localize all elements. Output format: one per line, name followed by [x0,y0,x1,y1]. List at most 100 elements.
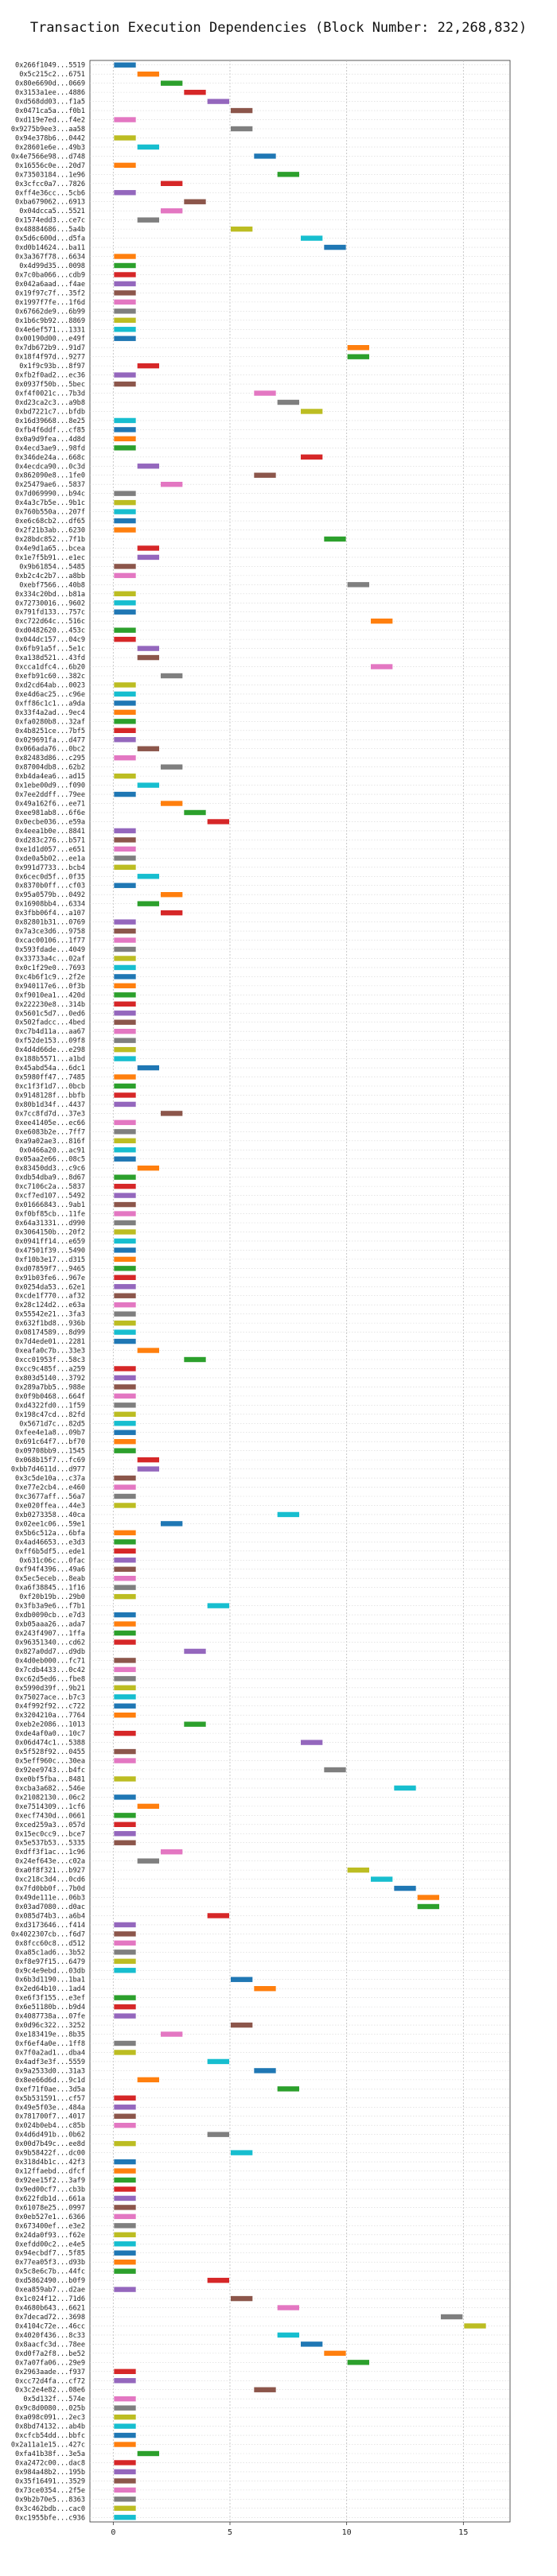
y-tick-label: 0x4104c72e...46cc [15,2322,85,2330]
y-tick-label: 0xdb54dba9...8d67 [15,1174,85,1182]
y-tick-label: 0x87004db8...62b2 [15,764,85,772]
y-tick-label: 0x92ee15f2...3af9 [15,2177,85,2185]
y-tick-label: 0xa2472c00...dac8 [15,2459,85,2467]
y-tick-label: 0x0d96c322...3252 [15,2022,85,2030]
y-tick-label: 0x673400ef...e3e2 [15,2222,85,2230]
dependency-bar [161,1111,183,1116]
dependency-bar [137,545,159,551]
plot-frame [89,60,511,2523]
dependency-bar [161,80,183,86]
dependency-bar [464,2323,486,2329]
y-tick-label: 0x4ecd3ae9...98fd [15,444,85,452]
dependency-bar [114,956,136,961]
dependency-bar [114,1530,136,1536]
y-tick-label: 0x28bdc852...7f1b [15,536,85,544]
y-tick-label: 0x5b6c512a...6bfa [15,1530,85,1538]
y-tick-label: 0x0a9d9fea...4d8d [15,436,85,444]
y-tick-label: 0xc218c3d4...0cd6 [15,1876,85,1884]
dependency-bar [114,1548,136,1554]
dependency-bar [441,2314,463,2320]
y-tick-label: 0x791fd133...757c [15,609,85,617]
dependency-bar [114,2205,136,2210]
dependency-bar [184,89,206,95]
dependency-bar [114,883,136,888]
y-tick-label: 0xf9010ea1...420d [15,991,85,999]
y-tick-label: 0x803d5140...3792 [15,1375,85,1383]
dependency-bar [114,2405,136,2411]
dependency-bar [114,609,136,615]
y-tick-label: 0x91b03fe6...967e [15,1274,85,1282]
y-tick-label: 0x24da0f93...f62e [15,2232,85,2240]
y-tick-label: 0x0f9b0468...664f [15,1393,85,1401]
y-tick-label: 0x4adf3e3f...5559 [15,2058,85,2066]
dependency-bar [137,1466,159,1472]
y-tick-label: 0xbb7d4611d...d977 [11,1466,85,1474]
y-tick-label: 0x49a162f6...ee71 [15,801,85,809]
dependency-bar [114,928,136,934]
y-tick-label: 0x33733a4c...02af [15,955,85,963]
y-tick-label: 0xff86c1c1...a9da [15,700,85,708]
dependency-bar [301,2341,323,2347]
y-tick-label: 0x04dcca5...5521 [19,208,85,215]
dependency-bar [114,381,136,387]
y-tick-label: 0x3204210a...7764 [15,1712,85,1720]
dependency-bar [114,1585,136,1590]
dependency-bar [114,290,136,296]
dependency-bar [324,1767,346,1773]
dependency-bar [114,1274,136,1280]
y-tick-label: 0x066ada76...0bc2 [15,746,85,754]
dependency-bar [254,153,276,159]
y-tick-label: 0x8aacfc3d...78ee [15,2341,85,2349]
dependency-bar [114,1119,136,1126]
dependency-bar [114,1038,136,1043]
dependency-bar [114,1776,136,1782]
dependency-bar [114,1539,136,1545]
dependency-bar [137,1065,159,1071]
dependency-bar [114,1958,136,1964]
dependency-bar [114,1758,136,1763]
y-tick-label: 0x25479ae6...5837 [15,481,85,489]
dependency-bar [161,1521,183,1527]
dependency-bar [114,117,136,122]
dependency-bar [114,1703,136,1709]
y-tick-label: 0xefdd00c2...e4e5 [15,2240,85,2248]
dependency-bar [114,564,136,569]
dependency-bar [114,2505,136,2511]
y-tick-label: 0xd3173646...f414 [15,1922,85,1930]
y-tick-label: 0x7d069990...b94c [15,491,85,499]
y-tick-label: 0xf4f0021c...7b3d [15,390,85,398]
y-tick-label: 0xe020ffea...44e3 [15,1502,85,1510]
dependency-bar [254,2387,276,2392]
y-tick-label: 0x4f992f92...c722 [15,1703,85,1711]
dependency-bar [277,172,299,177]
dependency-bar [114,2287,136,2292]
y-tick-label: 0xfee4e1a8...09b7 [15,1430,85,1437]
y-tick-label: 0x12ffaebd...dfcf [15,2168,85,2176]
y-tick-label: 0x5d6c600d...d5fa [15,235,85,243]
y-tick-label: 0x9c8d0080...025b [15,2405,85,2413]
y-tick-label: 0xfa41b38f...3e5a [15,2450,85,2458]
dependency-bar [137,2450,159,2457]
dependency-bar [114,1238,136,1244]
y-tick-label: 0xc722d64c...516c [15,618,85,626]
y-tick-labels: 0x266f1049...55190x5c215c2...67510x80e66… [11,62,85,2523]
y-tick-label: 0x00190d00...e49f [15,336,85,343]
dependency-bar [114,1794,136,1800]
dependency-bar [114,946,136,952]
y-tick-label: 0x0eb527e1...6366 [15,2213,85,2221]
dependency-bar [114,1138,136,1143]
dependency-bar [114,1484,136,1490]
dependency-bar [371,619,393,624]
y-tick-label: 0xfb4f6ddf...cf85 [15,426,85,434]
y-tick-label: 0xa098c091...2ec3 [15,2414,85,2422]
dependency-bar [114,1402,136,1408]
y-tick-label: 0x5ec5eceb...8eab [15,1575,85,1583]
y-tick-label: 0x28601e6e...49b3 [15,144,85,152]
dependency-bar [114,2241,136,2247]
dependency-bar [114,499,136,506]
y-tick-label: 0x06d474c1...5388 [15,1740,85,1748]
dependency-bar [114,1949,136,1955]
dependency-bar [114,828,136,834]
dependency-bar [137,464,159,469]
